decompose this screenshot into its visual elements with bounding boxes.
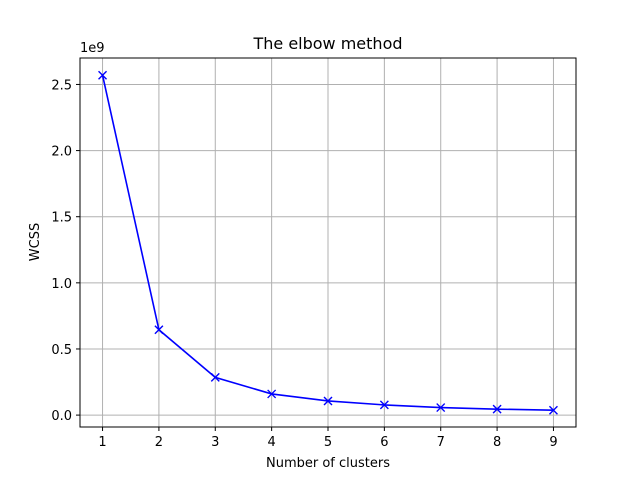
x-tick-label: 3: [211, 435, 219, 450]
axis-ticks: 1 2 3 4 5 6 7 8 9 0.0 0.5 1.0 1.5 2.0 2.5: [51, 78, 557, 450]
data-point-marker: [492, 404, 502, 414]
y-tick-label: 1.5: [51, 211, 72, 226]
grid: [80, 58, 576, 427]
data-point-marker: [210, 372, 220, 382]
plot-frame: [79, 57, 577, 428]
y-axis-label: WCSS: [28, 223, 43, 261]
x-tick-label: 4: [267, 435, 275, 450]
data-point-marker: [436, 403, 446, 413]
x-tick-label: 1: [98, 435, 106, 450]
y-tick-label: 0.5: [51, 343, 72, 358]
data-point-marker: [98, 70, 108, 80]
series-layer: [98, 70, 558, 415]
y-tick-label: 2.0: [51, 145, 72, 160]
y-axis-offset-text: 1e9: [80, 41, 105, 56]
data-point-marker: [267, 389, 277, 399]
x-tick-label: 7: [437, 435, 445, 450]
x-tick-label: 6: [380, 435, 388, 450]
y-tick-label: 2.5: [51, 78, 72, 93]
data-point-marker: [548, 405, 558, 415]
data-point-marker: [379, 400, 389, 410]
x-tick-label: 5: [324, 435, 332, 450]
x-tick-label: 2: [155, 435, 163, 450]
data-point-marker: [154, 325, 164, 335]
x-axis-label: Number of clusters: [266, 456, 390, 471]
x-tick-label: 8: [493, 435, 501, 450]
y-tick-label: 0.0: [51, 409, 72, 424]
x-tick-label: 9: [549, 435, 557, 450]
chart-title: The elbow method: [252, 34, 402, 53]
y-tick-label: 1.0: [51, 277, 72, 292]
data-point-marker: [323, 396, 333, 406]
